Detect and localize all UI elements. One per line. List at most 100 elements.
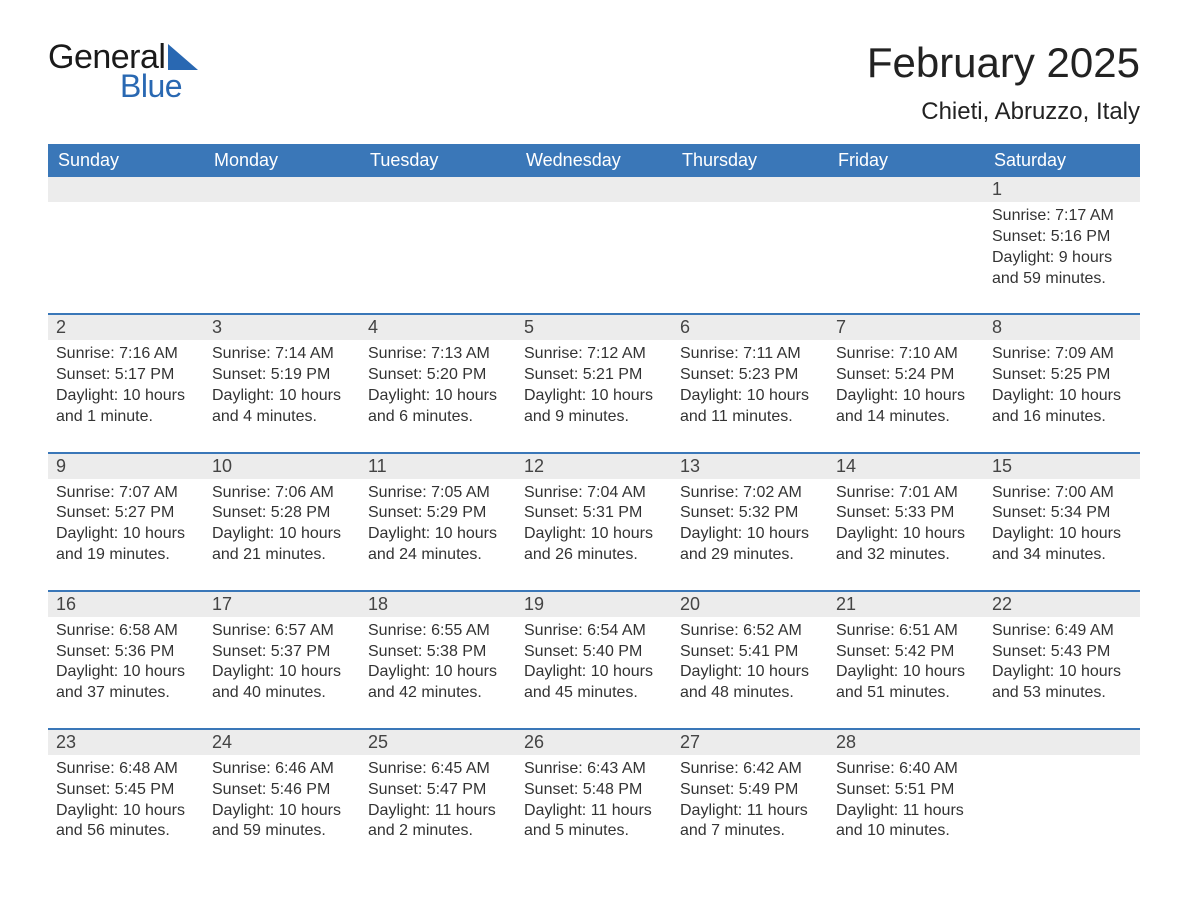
day-number: 10 <box>204 453 360 479</box>
day-details: Sunrise: 6:46 AMSunset: 5:46 PMDaylight:… <box>204 755 360 866</box>
logo: General Blue <box>48 40 198 102</box>
day-details: Sunrise: 6:52 AMSunset: 5:41 PMDaylight:… <box>672 617 828 729</box>
day-number: 26 <box>516 729 672 755</box>
empty-day <box>516 202 672 314</box>
day-number: 18 <box>360 591 516 617</box>
sunrise-text: Sunrise: 6:48 AM <box>56 759 196 780</box>
day-details: Sunrise: 6:58 AMSunset: 5:36 PMDaylight:… <box>48 617 204 729</box>
sunrise-text: Sunrise: 6:51 AM <box>836 621 976 642</box>
week-details-row: Sunrise: 7:16 AMSunset: 5:17 PMDaylight:… <box>48 340 1140 452</box>
daylight-text: Daylight: 11 hours and 2 minutes. <box>368 801 508 843</box>
day-number: 9 <box>48 453 204 479</box>
week-daynum-row: 16171819202122 <box>48 591 1140 617</box>
day-details: Sunrise: 6:40 AMSunset: 5:51 PMDaylight:… <box>828 755 984 866</box>
sunset-text: Sunset: 5:43 PM <box>992 642 1132 663</box>
day-details: Sunrise: 7:12 AMSunset: 5:21 PMDaylight:… <box>516 340 672 452</box>
week-daynum-row: 1 <box>48 177 1140 202</box>
sunrise-text: Sunrise: 6:54 AM <box>524 621 664 642</box>
sunset-text: Sunset: 5:19 PM <box>212 365 352 386</box>
sunrise-text: Sunrise: 6:42 AM <box>680 759 820 780</box>
week-daynum-row: 2345678 <box>48 314 1140 340</box>
daylight-text: Daylight: 10 hours and 45 minutes. <box>524 662 664 704</box>
day-details: Sunrise: 7:13 AMSunset: 5:20 PMDaylight:… <box>360 340 516 452</box>
empty-day <box>984 729 1140 755</box>
day-number: 1 <box>984 177 1140 202</box>
day-details: Sunrise: 7:10 AMSunset: 5:24 PMDaylight:… <box>828 340 984 452</box>
sunset-text: Sunset: 5:45 PM <box>56 780 196 801</box>
logo-triangle-icon <box>168 44 198 70</box>
sunset-text: Sunset: 5:29 PM <box>368 503 508 524</box>
col-sunday: Sunday <box>48 144 204 177</box>
sunrise-text: Sunrise: 7:14 AM <box>212 344 352 365</box>
empty-day <box>360 202 516 314</box>
sunset-text: Sunset: 5:16 PM <box>992 227 1132 248</box>
daylight-text: Daylight: 10 hours and 59 minutes. <box>212 801 352 843</box>
day-number: 5 <box>516 314 672 340</box>
empty-day <box>360 177 516 202</box>
empty-day <box>204 202 360 314</box>
sunset-text: Sunset: 5:20 PM <box>368 365 508 386</box>
day-details: Sunrise: 7:02 AMSunset: 5:32 PMDaylight:… <box>672 479 828 591</box>
day-details: Sunrise: 6:54 AMSunset: 5:40 PMDaylight:… <box>516 617 672 729</box>
sunrise-text: Sunrise: 7:06 AM <box>212 483 352 504</box>
sunset-text: Sunset: 5:42 PM <box>836 642 976 663</box>
sunrise-text: Sunrise: 7:04 AM <box>524 483 664 504</box>
daylight-text: Daylight: 10 hours and 56 minutes. <box>56 801 196 843</box>
daylight-text: Daylight: 10 hours and 11 minutes. <box>680 386 820 428</box>
day-number: 24 <box>204 729 360 755</box>
empty-day <box>516 177 672 202</box>
day-number: 20 <box>672 591 828 617</box>
daylight-text: Daylight: 10 hours and 16 minutes. <box>992 386 1132 428</box>
daylight-text: Daylight: 11 hours and 7 minutes. <box>680 801 820 843</box>
day-number: 21 <box>828 591 984 617</box>
day-details: Sunrise: 6:49 AMSunset: 5:43 PMDaylight:… <box>984 617 1140 729</box>
weekday-header-row: Sunday Monday Tuesday Wednesday Thursday… <box>48 144 1140 177</box>
empty-day <box>204 177 360 202</box>
sunrise-text: Sunrise: 7:00 AM <box>992 483 1132 504</box>
day-number: 2 <box>48 314 204 340</box>
sunrise-text: Sunrise: 7:16 AM <box>56 344 196 365</box>
daylight-text: Daylight: 10 hours and 6 minutes. <box>368 386 508 428</box>
day-number: 11 <box>360 453 516 479</box>
day-details: Sunrise: 6:57 AMSunset: 5:37 PMDaylight:… <box>204 617 360 729</box>
empty-day <box>984 755 1140 866</box>
sunrise-text: Sunrise: 6:57 AM <box>212 621 352 642</box>
empty-day <box>828 177 984 202</box>
day-number: 17 <box>204 591 360 617</box>
col-wednesday: Wednesday <box>516 144 672 177</box>
sunset-text: Sunset: 5:36 PM <box>56 642 196 663</box>
day-number: 13 <box>672 453 828 479</box>
week-details-row: Sunrise: 6:48 AMSunset: 5:45 PMDaylight:… <box>48 755 1140 866</box>
sunrise-text: Sunrise: 6:43 AM <box>524 759 664 780</box>
day-number: 19 <box>516 591 672 617</box>
month-title: February 2025 <box>867 40 1140 86</box>
daylight-text: Daylight: 10 hours and 29 minutes. <box>680 524 820 566</box>
sunrise-text: Sunrise: 6:40 AM <box>836 759 976 780</box>
sunset-text: Sunset: 5:28 PM <box>212 503 352 524</box>
empty-day <box>672 202 828 314</box>
sunset-text: Sunset: 5:51 PM <box>836 780 976 801</box>
daylight-text: Daylight: 11 hours and 10 minutes. <box>836 801 976 843</box>
daylight-text: Daylight: 10 hours and 24 minutes. <box>368 524 508 566</box>
day-details: Sunrise: 7:05 AMSunset: 5:29 PMDaylight:… <box>360 479 516 591</box>
day-number: 27 <box>672 729 828 755</box>
sunset-text: Sunset: 5:21 PM <box>524 365 664 386</box>
day-number: 25 <box>360 729 516 755</box>
daylight-text: Daylight: 10 hours and 42 minutes. <box>368 662 508 704</box>
daylight-text: Daylight: 10 hours and 40 minutes. <box>212 662 352 704</box>
daylight-text: Daylight: 10 hours and 37 minutes. <box>56 662 196 704</box>
day-number: 6 <box>672 314 828 340</box>
day-details: Sunrise: 7:16 AMSunset: 5:17 PMDaylight:… <box>48 340 204 452</box>
daylight-text: Daylight: 9 hours and 59 minutes. <box>992 248 1132 290</box>
day-details: Sunrise: 7:07 AMSunset: 5:27 PMDaylight:… <box>48 479 204 591</box>
day-details: Sunrise: 6:43 AMSunset: 5:48 PMDaylight:… <box>516 755 672 866</box>
sunset-text: Sunset: 5:34 PM <box>992 503 1132 524</box>
day-number: 22 <box>984 591 1140 617</box>
day-number: 23 <box>48 729 204 755</box>
sunrise-text: Sunrise: 7:13 AM <box>368 344 508 365</box>
sunset-text: Sunset: 5:33 PM <box>836 503 976 524</box>
calendar-table: Sunday Monday Tuesday Wednesday Thursday… <box>48 144 1140 866</box>
daylight-text: Daylight: 10 hours and 1 minute. <box>56 386 196 428</box>
title-block: February 2025 Chieti, Abruzzo, Italy <box>867 40 1140 126</box>
sunset-text: Sunset: 5:25 PM <box>992 365 1132 386</box>
